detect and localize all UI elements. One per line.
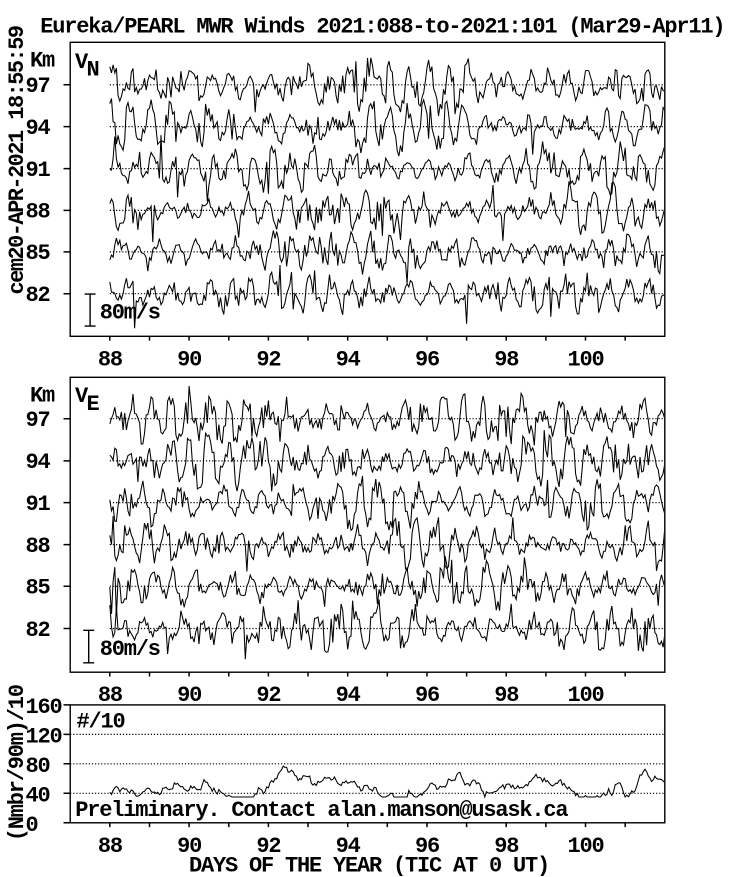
svg-text:E: E [87, 392, 100, 417]
svg-text:V: V [75, 50, 89, 75]
svg-text:cem20-APR-2021 18:55:59: cem20-APR-2021 18:55:59 [5, 26, 30, 294]
svg-text:94: 94 [336, 683, 361, 708]
svg-text:92: 92 [256, 683, 280, 708]
svg-text:(Nmbr/90m)/10: (Nmbr/90m)/10 [5, 685, 30, 841]
svg-text:98: 98 [494, 683, 519, 708]
svg-text:80m/s: 80m/s [100, 637, 160, 662]
svg-text:90: 90 [177, 683, 201, 708]
svg-text:88: 88 [98, 834, 123, 859]
svg-text:94: 94 [336, 834, 361, 859]
svg-text:100: 100 [568, 347, 604, 372]
svg-text:80: 80 [26, 754, 50, 779]
svg-text:92: 92 [256, 347, 280, 372]
svg-text:90: 90 [177, 834, 201, 859]
svg-text:80m/s: 80m/s [100, 301, 160, 326]
svg-text:100: 100 [568, 834, 604, 859]
svg-text:96: 96 [415, 834, 439, 859]
svg-text:82: 82 [26, 283, 50, 308]
svg-text:91: 91 [26, 158, 51, 183]
svg-text:0: 0 [26, 813, 38, 838]
svg-text:40: 40 [26, 784, 50, 809]
svg-text:82: 82 [26, 618, 50, 643]
svg-text:Km: Km [30, 383, 55, 408]
svg-text:94: 94 [26, 116, 51, 141]
svg-text:88: 88 [26, 200, 51, 225]
svg-text:120: 120 [26, 725, 62, 750]
svg-text:90: 90 [177, 347, 201, 372]
svg-text:94: 94 [26, 450, 51, 475]
svg-text:DAYS OF THE YEAR (TIC AT 0 UT): DAYS OF THE YEAR (TIC AT 0 UT) [189, 854, 549, 877]
svg-text:V: V [75, 384, 89, 409]
svg-text:Preliminary. Contact alan.mans: Preliminary. Contact alan.manson@usask.c… [75, 798, 568, 823]
svg-text:88: 88 [26, 534, 51, 559]
svg-text:#/10: #/10 [77, 710, 125, 735]
svg-text:98: 98 [494, 834, 519, 859]
svg-text:100: 100 [568, 683, 604, 708]
svg-text:Km: Km [30, 48, 55, 73]
svg-text:88: 88 [98, 683, 123, 708]
svg-text:96: 96 [415, 347, 439, 372]
svg-text:88: 88 [98, 347, 123, 372]
svg-text:85: 85 [26, 576, 51, 601]
svg-text:97: 97 [26, 74, 50, 99]
svg-text:N: N [87, 58, 99, 83]
svg-text:160: 160 [26, 695, 62, 720]
svg-text:96: 96 [415, 683, 439, 708]
svg-text:97: 97 [26, 408, 50, 433]
svg-text:Eureka/PEARL MWR Winds 2021:08: Eureka/PEARL MWR Winds 2021:088-to-2021:… [40, 15, 724, 40]
svg-text:91: 91 [26, 492, 51, 517]
svg-text:98: 98 [494, 347, 519, 372]
svg-text:92: 92 [256, 834, 280, 859]
svg-text:85: 85 [26, 241, 51, 266]
svg-text:94: 94 [336, 347, 361, 372]
